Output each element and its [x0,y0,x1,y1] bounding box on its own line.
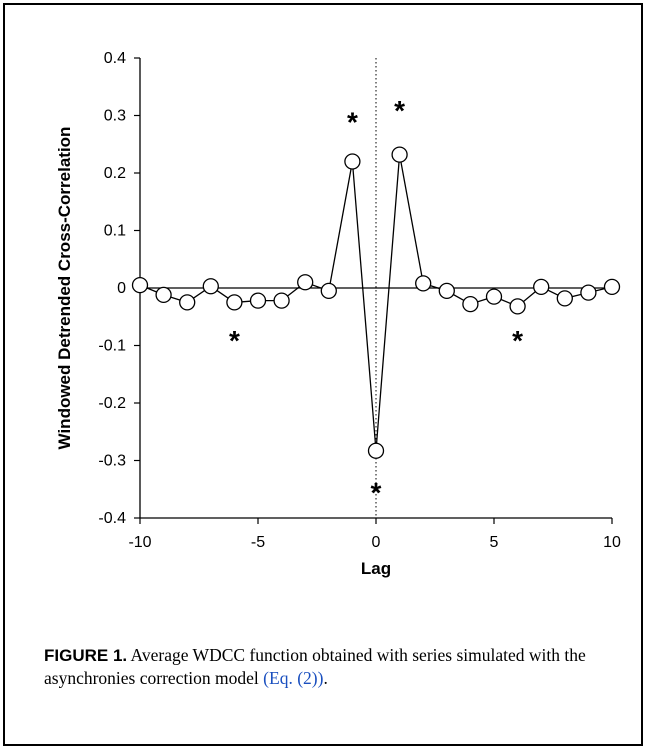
data-point [603,278,621,296]
data-point [297,274,314,291]
data-point [485,288,503,305]
data-point [367,442,385,459]
data-point [202,278,219,295]
wdcc-chart: 0.4 0.3 0.2 0.1 0 -0.1 -0.2 -0.3 -0.4-10 -5 0 5 10 *… [55,50,621,578]
y-tick-label: 0.4 [104,50,126,67]
caption-label: FIGURE 1. [44,646,128,665]
significance-asterisk: * [512,325,523,356]
x-tick-label: 0 [372,534,381,551]
y-tick-label: -0.4 [98,510,126,527]
y-tick-label: 0 [117,280,126,297]
x-tick-label: -10 [128,534,151,551]
data-point [155,286,172,304]
tick-labels: 0.4 0.3 0.2 0.1 0 -0.1 -0.2 -0.3 -0.4-10 -5 0 5 10 [98,50,621,551]
x-axis-title: Lag [361,559,391,578]
figure-frame [3,3,643,746]
x-tick-label: 5 [490,534,499,551]
data-point [226,294,243,311]
y-tick-label: 0.2 [104,165,126,182]
data-point [131,276,149,294]
y-tick-label: -0.1 [98,338,126,355]
significance-asterisk: * [371,477,382,508]
annotations: * * * * * [229,95,523,508]
data-point [249,292,267,309]
y-tick-label: -0.3 [98,453,126,470]
figure-caption: FIGURE 1. Average WDCC function obtained… [44,644,610,690]
data-point [391,146,408,163]
caption-text: Average WDCC function obtained with seri… [44,645,586,688]
significance-asterisk: * [229,325,240,356]
y-axis-title: Windowed Detrended Cross-Correlation [55,127,74,450]
data-point [556,290,573,307]
data-point [462,295,479,313]
equation-reference-link[interactable]: (Eq. (2)) [263,668,324,688]
data-point [580,284,597,301]
data-point [273,292,290,309]
y-tick-label: 0.1 [104,223,126,240]
significance-asterisk: * [347,106,358,137]
y-tick-label: 0.3 [104,108,126,125]
x-tick-label: 10 [603,534,621,551]
x-tick-label: -5 [251,534,265,551]
series-layer [131,146,621,459]
data-point [533,278,550,296]
y-tick-label: -0.2 [98,395,126,412]
data-point [415,275,432,292]
caption-end: . [323,668,328,688]
data-point [320,282,337,300]
data-point [179,294,196,311]
data-point [344,153,361,170]
significance-asterisk: * [394,95,405,126]
data-point [509,298,526,315]
data-point [438,282,455,300]
